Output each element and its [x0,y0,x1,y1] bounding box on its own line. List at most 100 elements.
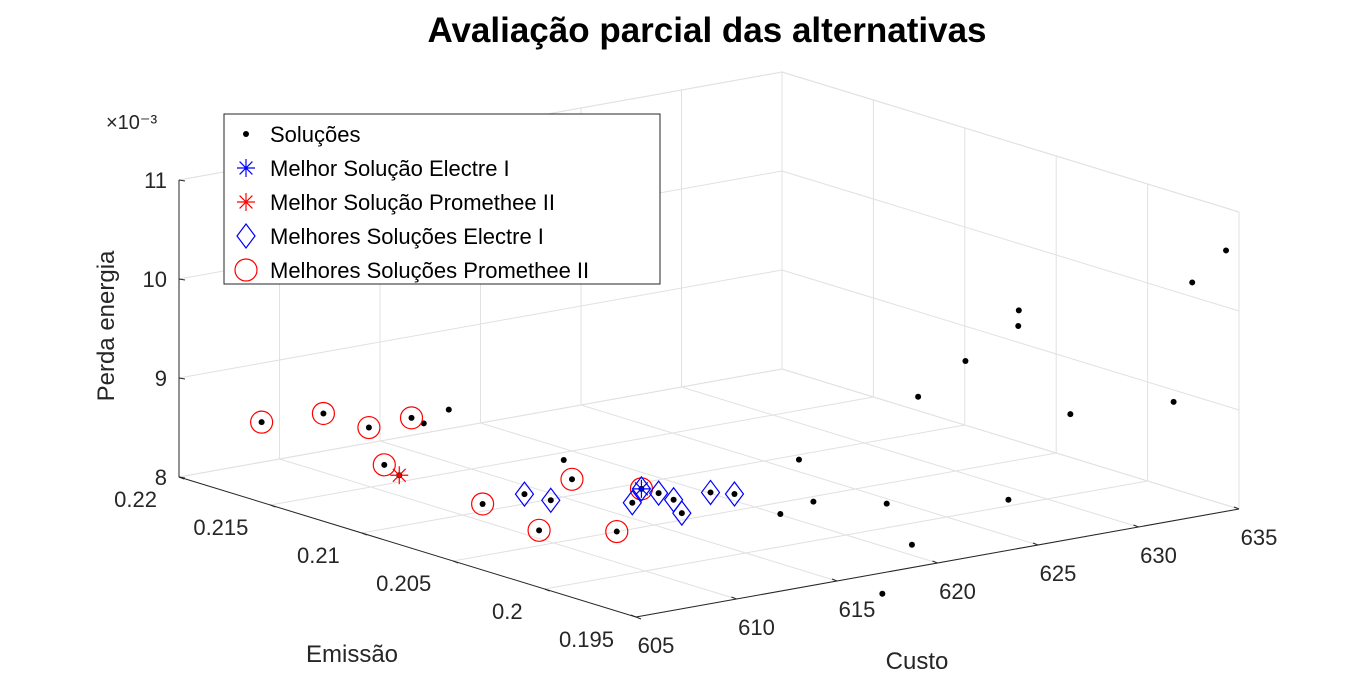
legend-marker-circle-icon [234,258,258,282]
grid-line-x-floor [580,404,1039,546]
y-tick [270,504,276,508]
legend-label: Melhores Soluções Electre I [270,224,544,249]
x-tick [831,578,838,582]
x-tick [1133,524,1139,528]
data-point [381,461,388,468]
data-point [527,518,551,542]
data-point [777,511,784,517]
data-point [795,456,802,463]
data-point [915,393,922,400]
data-point [707,489,714,496]
legend-entry: Melhor Solução Electre I [237,156,510,181]
z-tick-label: 11 [144,168,167,193]
legend-box [223,113,661,285]
legend-label: Melhor Solução Electre I [270,156,510,181]
data-point [1189,279,1196,286]
data-point [536,527,543,534]
data-point [521,491,528,498]
legend-entry: Soluções [243,122,361,147]
grid-line-z-side [781,269,1240,411]
legend-marker-asterisk-icon [237,193,255,211]
data-point [883,500,890,507]
series-melhores-solucoes-promethee-ii [250,401,654,544]
legend-label: Melhores Soluções Promethee II [270,258,589,283]
data-point [445,406,452,413]
legend-marker-asterisk-icon [237,159,255,177]
y-tick [635,616,642,620]
data-point [1005,496,1012,503]
y-tick-label: 0.21 [297,543,340,568]
z-tick-label: 8 [155,465,167,490]
data-point [390,466,409,485]
data-point [1223,247,1230,254]
data-point [648,480,669,507]
series-melhor-solucao-promethee-ii [390,466,409,485]
grid-line-z-side [781,368,1240,510]
data-point [655,490,662,497]
data-point [632,479,651,498]
grid-line-top-side [781,71,1240,213]
grid-line-y-floor [270,396,874,506]
data-point [631,475,652,502]
data-point [357,415,381,440]
z-axis-label: Perda energia [93,250,120,401]
x-tick [731,596,737,600]
legend-entry: Melhores Soluções Electre I [236,223,544,249]
data-point [879,590,886,597]
y-axis-label: Emissão [306,641,398,668]
legend-label: Melhor Solução Promethee II [270,190,555,215]
z-tick [178,179,186,182]
y-tick [453,560,459,564]
legend-marker-diamond-icon [236,223,256,249]
x-tick [630,614,637,618]
y-tick-label: 0.195 [559,627,614,652]
legend-entry: Melhor Solução Promethee II [237,190,555,215]
grid-line-z-side [781,170,1240,312]
x-tick-label: 635 [1241,525,1278,550]
data-point [700,479,721,506]
x-tick [1032,542,1039,546]
data-point [311,401,336,426]
data-point [479,500,486,507]
grid-line-y-floor [453,452,1057,562]
data-point [672,500,692,527]
z-tick-label: 9 [155,366,167,391]
data-point [908,541,915,548]
data-point [258,419,265,426]
x-tick-label: 620 [939,579,976,604]
data-point [629,499,636,506]
data-point [622,489,643,516]
data-point [1067,411,1074,418]
chart-title: Avaliação parcial das alternativas [427,11,986,50]
z-exponent-label: ×10⁻³ [106,112,157,134]
grid-line-z-back [178,368,783,478]
data-point [568,476,575,483]
data-point [471,492,495,516]
data-point [560,467,584,491]
data-point [613,528,620,535]
data-point [605,519,629,544]
x-tick-label: 630 [1140,543,1177,568]
y-tick-label: 0.215 [193,515,248,540]
legend-entry: Melhores Soluções Promethee II [234,258,589,283]
grid-line-y-floor [544,480,1148,590]
y-tick-label: 0.205 [376,571,431,596]
y-axis-line [178,476,637,618]
data-point [541,487,561,514]
legend-marker-dot-icon [243,131,249,137]
grid-line-z-back [178,269,783,379]
x-tick-label: 610 [738,615,775,640]
data-point [810,498,817,505]
data-point [399,406,424,430]
data-point [320,410,327,417]
data-point [365,424,372,431]
data-point [372,453,396,477]
data-point [1015,322,1022,329]
x-axis-label: Custo [886,648,949,675]
z-tick [178,278,186,281]
data-point [1170,398,1177,405]
data-point [962,358,969,365]
x-tick [932,560,938,564]
data-point [1015,307,1022,314]
points-layer [250,247,1230,597]
